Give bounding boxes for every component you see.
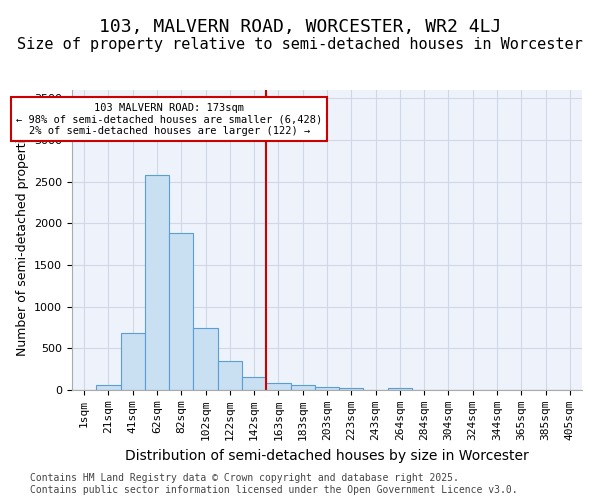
Text: 103, MALVERN ROAD, WORCESTER, WR2 4LJ: 103, MALVERN ROAD, WORCESTER, WR2 4LJ: [99, 18, 501, 36]
Bar: [388, 388, 412, 390]
Bar: [315, 387, 339, 390]
Bar: [96, 384, 121, 390]
Bar: [290, 386, 315, 390]
Bar: [169, 234, 193, 390]
Text: Contains HM Land Registry data © Crown copyright and database right 2025.
Contai: Contains HM Land Registry data © Crown c…: [30, 474, 518, 495]
Bar: [242, 377, 266, 390]
Bar: [145, 175, 169, 390]
Bar: [193, 328, 218, 390]
Bar: [266, 384, 290, 390]
Y-axis label: Number of semi-detached properties: Number of semi-detached properties: [16, 124, 29, 356]
Text: Size of property relative to semi-detached houses in Worcester: Size of property relative to semi-detach…: [17, 38, 583, 52]
X-axis label: Distribution of semi-detached houses by size in Worcester: Distribution of semi-detached houses by …: [125, 448, 529, 462]
Bar: [339, 388, 364, 390]
Bar: [218, 361, 242, 390]
Bar: [121, 334, 145, 390]
Text: 103 MALVERN ROAD: 173sqm
← 98% of semi-detached houses are smaller (6,428)
2% of: 103 MALVERN ROAD: 173sqm ← 98% of semi-d…: [16, 102, 322, 136]
